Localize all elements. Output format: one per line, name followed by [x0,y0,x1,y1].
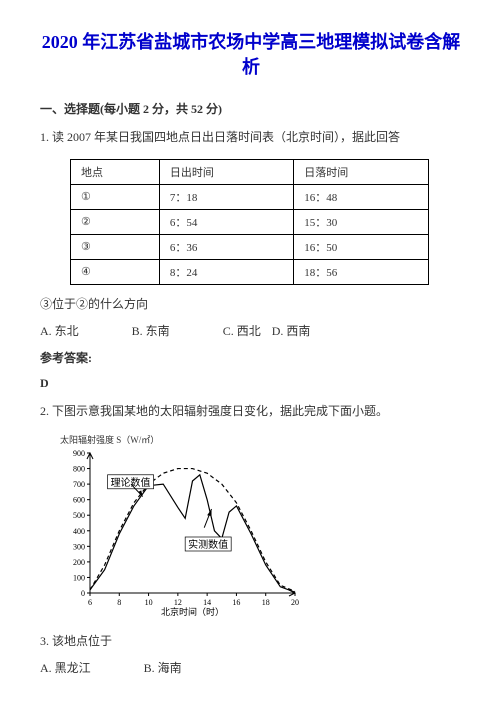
svg-text:300: 300 [73,542,85,551]
svg-text:200: 200 [73,557,85,566]
chart-ylabel: 太阳辐射强度 S（W/㎡） [60,433,320,446]
svg-text:12: 12 [174,598,182,607]
svg-text:400: 400 [73,526,85,535]
svg-text:14: 14 [203,598,211,607]
table-header: 地点 [71,159,160,184]
svg-text:18: 18 [262,598,270,607]
q2-stem: 2. 下图示意我国某地的太阳辐射强度日变化，据此完成下面小题。 [40,401,462,423]
opt-a: A. 东北 [40,322,79,339]
answer-label: 参考答案: [40,349,462,366]
svg-text:北京时间（时）: 北京时间（时） [161,606,224,617]
svg-text:700: 700 [73,480,85,489]
opt2-a: A. 黑龙江 [40,659,91,676]
opt2-b: B. 海南 [144,659,182,676]
q1-stem: 1. 读 2007 年某日我国四地点日出日落时间表（北京时间），据此回答 [40,127,462,149]
q2-subq: 3. 该地点位于 [40,632,462,649]
solar-chart: 太阳辐射强度 S（W/㎡） 0 100 200 300 400 500 600 700 800 9… [60,433,320,622]
answer: D [40,376,462,391]
svg-text:6: 6 [88,598,92,607]
q2-options: A. 黑龙江 B. 海南 [40,659,462,676]
q1-subq: ③位于②的什么方向 [40,295,462,312]
svg-text:800: 800 [73,464,85,473]
table-row: ①7：1816：48 [71,184,429,209]
svg-text:16: 16 [232,598,240,607]
svg-text:8: 8 [117,598,121,607]
table-row: ④8：2418：56 [71,259,429,284]
opt-b: B. 东南 [132,322,170,339]
table-header: 日出时间 [159,159,293,184]
q1-table: 地点日出时间日落时间 ①7：1816：48②6：5415：30③6：3616：5… [70,159,429,285]
svg-text:实测数值: 实测数值 [188,538,228,551]
svg-text:理论数值: 理论数值 [111,475,151,488]
table-row: ②6：5415：30 [71,209,429,234]
section-header: 一、选择题(每小题 2 分，共 52 分) [40,100,462,117]
svg-text:20: 20 [291,598,299,607]
opt-c: C. 西北 [223,322,261,339]
svg-text:900: 900 [73,449,85,458]
table-header: 日落时间 [294,159,428,184]
svg-text:600: 600 [73,495,85,504]
svg-text:10: 10 [145,598,153,607]
chart-svg: 0 100 200 300 400 500 600 700 800 900 6 8 10 12 14 16 18… [60,448,300,618]
table-row: ③6：3616：50 [71,234,429,259]
opt-d: D. 西南 [272,324,311,338]
page-title: 2020 年江苏省盐城市农场中学高三地理模拟试卷含解析 [40,30,462,80]
q1-options: A. 东北 B. 东南 C. 西北 D. 西南 [40,322,462,339]
svg-text:100: 100 [73,573,85,582]
svg-text:0: 0 [81,589,85,598]
svg-text:500: 500 [73,511,85,520]
